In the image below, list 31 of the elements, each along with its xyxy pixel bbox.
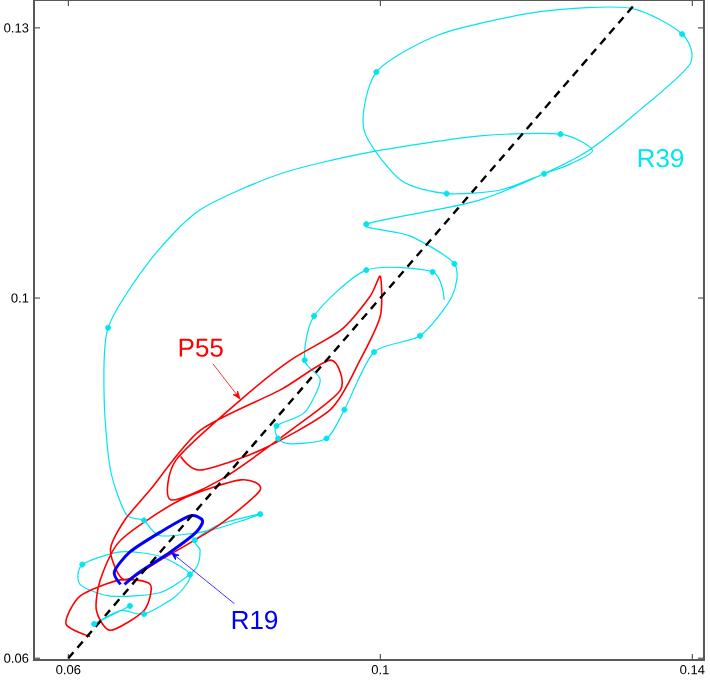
point xyxy=(373,69,380,76)
point xyxy=(679,31,686,38)
line-series xyxy=(112,514,205,586)
point xyxy=(126,602,133,609)
point xyxy=(323,435,330,442)
point xyxy=(311,313,318,320)
point xyxy=(363,221,370,228)
point xyxy=(557,131,564,138)
point xyxy=(275,435,282,442)
point xyxy=(105,324,112,331)
point xyxy=(187,571,193,578)
point xyxy=(451,260,458,267)
line-series xyxy=(65,275,383,638)
point xyxy=(301,357,308,364)
text: R19 xyxy=(232,610,278,630)
point xyxy=(91,620,98,627)
point xyxy=(443,190,450,197)
point xyxy=(371,349,378,356)
point xyxy=(273,422,280,429)
series-label: R39 xyxy=(638,148,684,168)
point xyxy=(363,267,370,274)
point xyxy=(79,561,86,568)
point xyxy=(191,537,198,544)
point xyxy=(417,332,424,339)
point xyxy=(341,406,348,413)
point xyxy=(541,170,548,177)
series-label: P55 xyxy=(179,338,223,357)
point xyxy=(140,517,147,524)
point xyxy=(429,268,436,275)
point xyxy=(140,611,147,618)
point xyxy=(257,511,264,518)
